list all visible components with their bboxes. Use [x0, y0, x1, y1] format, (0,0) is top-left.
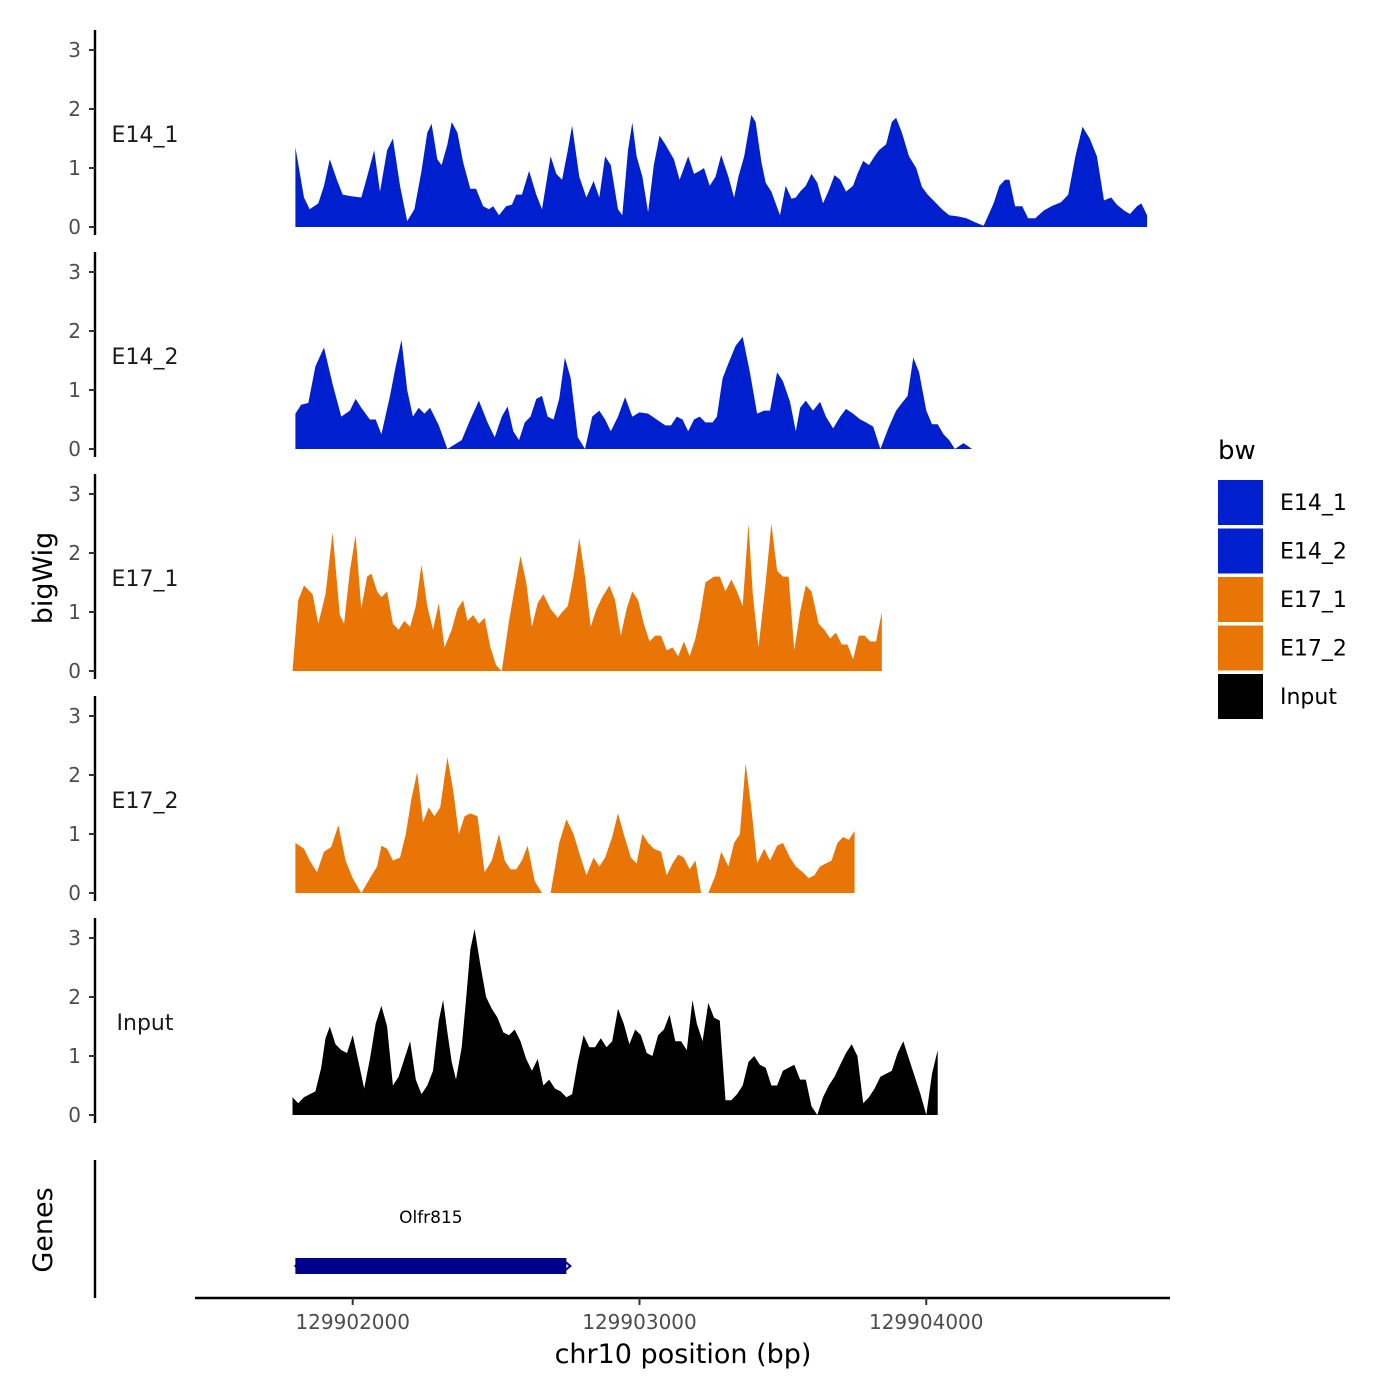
track-E14_2: 0 1 2 3 E14_2: [68, 252, 973, 461]
gene-label: Olfr815: [399, 1208, 463, 1228]
signal-area: [292, 523, 882, 671]
x-axis-title: chr10 position (bp): [555, 1339, 812, 1370]
x-tick-label: 129903000: [582, 1310, 697, 1334]
legend: bw E14_1 E14_2 E17_1 E17_2 Input: [1218, 436, 1347, 719]
track-E17_2: 0 1 2 3 E17_2: [68, 696, 855, 905]
track-label: E14_1: [112, 123, 179, 148]
y-tick-label: 1: [68, 156, 81, 180]
y-tick-label: 1: [68, 378, 81, 402]
y-tick-label: 2: [68, 763, 81, 787]
gene-track: Olfr815: [93, 1160, 572, 1298]
y-tick-label: 3: [68, 260, 81, 284]
legend-label-E17_1: E17_1: [1280, 588, 1347, 613]
legend-label-Input: Input: [1280, 685, 1337, 710]
x-tick-label: 129904000: [869, 1310, 984, 1334]
track-label: E17_1: [112, 567, 179, 592]
y-tick-label: 2: [68, 985, 81, 1009]
gene-track-title: Genes: [28, 1187, 59, 1272]
track-E14_1: 0 1 2 3 E14_1: [68, 30, 1148, 239]
y-tick-label: 3: [68, 482, 81, 506]
legend-swatch-E14_1: [1218, 480, 1263, 525]
signal-area: [295, 114, 1148, 227]
y-tick-label: 3: [68, 704, 81, 728]
legend-label-E14_2: E14_2: [1280, 540, 1347, 565]
track-label: E17_2: [112, 789, 179, 814]
y-axis-title: bigWig: [28, 532, 59, 625]
legend-swatch-E17_1: [1218, 577, 1263, 622]
legend-swatch-Input: [1218, 674, 1263, 719]
legend-swatch-E17_2: [1218, 625, 1263, 671]
y-tick-label: 3: [68, 926, 81, 950]
y-tick-label: 3: [68, 38, 81, 62]
legend-label-E17_2: E17_2: [1280, 637, 1347, 662]
y-tick-label: 1: [68, 822, 81, 846]
y-tick-label: 0: [68, 659, 81, 683]
y-tick-label: 0: [68, 881, 81, 905]
x-tick-label: 129902000: [295, 1310, 410, 1334]
legend-swatch-E14_2: [1218, 528, 1263, 574]
track-E17_1: 0 1 2 3 E17_1: [68, 474, 882, 683]
track-label: E14_2: [112, 345, 179, 370]
signal-area: [295, 757, 855, 893]
y-tick-label: 2: [68, 97, 81, 121]
gene-strand-arrow-right: [563, 1260, 572, 1272]
legend-label-E14_1: E14_1: [1280, 491, 1347, 516]
y-tick-label: 0: [68, 1103, 81, 1127]
y-tick-label: 2: [68, 319, 81, 343]
y-tick-label: 0: [68, 437, 81, 461]
gene-body: [295, 1258, 567, 1274]
track-label: Input: [117, 1011, 174, 1036]
signal-tracks: 0 1 2 3 E14_1 0 1 2 3 E14_2 0 1 2 3 E17_1 0 1 2 3 E17_2 0 1 2 3…: [68, 30, 1148, 1127]
signal-area: [295, 336, 973, 449]
signal-area: [292, 929, 938, 1115]
x-axis: 129902000 129903000 129904000: [195, 1296, 1170, 1334]
y-tick-label: 0: [68, 215, 81, 239]
y-tick-label: 1: [68, 1044, 81, 1068]
track-Input: 0 1 2 3 Input: [68, 918, 938, 1127]
gene-strand-arrow-left: [293, 1260, 303, 1272]
y-tick-label: 1: [68, 600, 81, 624]
y-tick-label: 2: [68, 541, 81, 565]
legend-title: bw: [1218, 436, 1256, 466]
